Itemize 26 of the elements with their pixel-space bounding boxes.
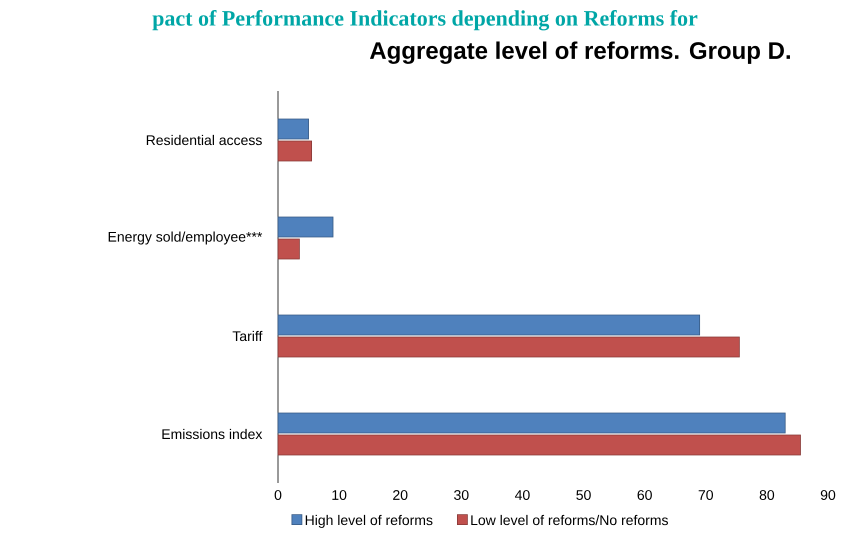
bar — [278, 434, 801, 456]
bar — [278, 314, 700, 336]
x-tick-label: 70 — [698, 490, 714, 500]
bar — [278, 216, 334, 238]
x-tick-label: 20 — [393, 490, 408, 500]
bar — [278, 140, 312, 162]
y-tick-label: Energy sold/employee*** — [108, 231, 262, 245]
x-tick-label: 40 — [514, 490, 530, 500]
x-tick-label: 60 — [638, 490, 652, 500]
legend-label: Low level of reforms/No reforms — [471, 514, 668, 526]
x-tick-label: 90 — [820, 490, 836, 500]
y-tick-label: Residential access — [146, 134, 262, 146]
x-tick-label: 10 — [332, 490, 346, 500]
bar — [278, 412, 786, 434]
bar — [278, 336, 740, 358]
x-tick-label: 80 — [760, 490, 774, 500]
bar — [278, 118, 309, 140]
x-tick-label: 50 — [576, 490, 591, 500]
x-tick-label: 30 — [454, 490, 469, 500]
bar — [278, 238, 300, 260]
x-tick-label: 0 — [274, 490, 282, 500]
text: pact of Performance Indicators depending on Reforms for — [152, 10, 698, 30]
y-tick-label: Tariff — [232, 330, 262, 342]
chart-title: Aggregate level of reforms. Group D. — [370, 41, 790, 64]
y-tick-label: Emissions index — [162, 428, 262, 440]
legend-label: High level of reforms — [306, 514, 432, 528]
